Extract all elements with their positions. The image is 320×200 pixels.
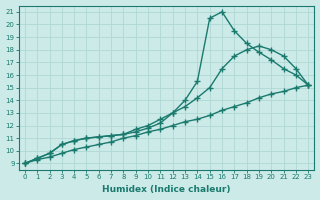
X-axis label: Humidex (Indice chaleur): Humidex (Indice chaleur) bbox=[102, 185, 231, 194]
